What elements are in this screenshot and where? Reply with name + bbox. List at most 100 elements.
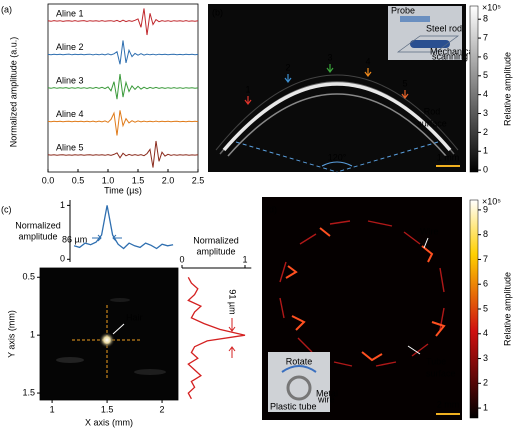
colorbar-tick-label: 8: [483, 14, 488, 24]
colorbar-tick-label: 5: [483, 70, 488, 80]
inset-label: Steel rod: [426, 23, 462, 33]
waveform: [47, 73, 199, 100]
profile-line: [187, 276, 246, 400]
colorbar: [469, 199, 479, 419]
probe-icon: [400, 16, 430, 22]
annotation: Wire: [420, 226, 439, 236]
colorbar-tick-label: 7: [483, 254, 488, 264]
x-tick-label: 0.5: [72, 175, 85, 185]
speckle: [134, 369, 166, 375]
rotate-arrow: [281, 365, 317, 373]
series-label: Aline 2: [56, 42, 84, 52]
x-tick-label: 0: [179, 254, 184, 264]
width-label: 86 µm: [62, 234, 87, 244]
inset: [388, 6, 462, 60]
colorbar-tick-label: 2: [483, 378, 488, 388]
tube-icon: [286, 375, 312, 401]
echo-ring: [227, 93, 447, 157]
colorbar-tick-label: 8: [483, 229, 488, 239]
pointer: [407, 345, 421, 355]
colorbar-tick-label: 9: [483, 204, 488, 214]
y-tick-label: 0.5: [22, 272, 35, 282]
x-tick-label: 1: [242, 254, 247, 264]
angle-label: 120°: [328, 152, 347, 162]
axis-label: Normalized: [193, 235, 239, 245]
x-tick-label: 0.0: [42, 175, 55, 185]
series-label: Aline 3: [56, 75, 84, 85]
waveform: [47, 40, 199, 65]
wire-echo: [285, 227, 446, 362]
inset-label: wire: [317, 394, 335, 404]
colorbar-tick-label: 3: [483, 108, 488, 118]
image-frame: [39, 267, 179, 401]
annotation: surface: [426, 368, 456, 378]
waveform: [47, 110, 199, 136]
x-axis-label: Time (µs): [104, 185, 142, 195]
marker-label: 2: [285, 62, 290, 72]
annotation: surface: [417, 118, 447, 128]
inset: [268, 352, 330, 412]
colorbar-tick-label: 2: [483, 127, 488, 137]
panel-label: (c): [1, 204, 12, 214]
speckle: [56, 357, 84, 363]
colorbar-tick-label: 1: [483, 402, 488, 412]
x-tick-label: 1.5: [132, 175, 145, 185]
y-tick-label: 0: [60, 254, 65, 264]
angle-line: [235, 141, 338, 173]
marker-label: 1: [245, 84, 250, 94]
width-label: 91 µm: [228, 289, 238, 314]
colorbar-tick-label: 7: [483, 32, 488, 42]
waveform: [47, 140, 199, 168]
width-arrows: [92, 234, 122, 242]
x-tick-label: 1.5: [101, 404, 114, 414]
profile-line: [73, 205, 174, 250]
panel-label: (b): [212, 7, 223, 17]
waveform: [47, 8, 199, 36]
pointer: [423, 237, 429, 249]
marker-label: 3: [327, 52, 332, 62]
x-tick-label: 1.0: [102, 175, 115, 185]
pointer: [112, 323, 125, 335]
x-tick-label: 1: [50, 404, 55, 414]
colorbar-tick-label: 4: [483, 89, 488, 99]
series-label: Aline 4: [56, 109, 84, 119]
colorbar: [469, 5, 479, 173]
colorbar-tick-label: 4: [483, 328, 488, 338]
panel-label: (a): [1, 4, 12, 14]
annotation: Tube: [426, 356, 446, 366]
y-tick-label: 1.5: [22, 387, 35, 397]
y-tick-label: 1: [60, 200, 65, 210]
colorbar-tick-label: 3: [483, 353, 488, 363]
axis-label: amplitude: [18, 231, 57, 241]
inset-label: Metal: [316, 388, 338, 398]
axis-label: amplitude: [196, 246, 235, 256]
annotation: Rod: [424, 106, 441, 116]
axis-label: Normalized: [15, 220, 61, 230]
inset-label: scanning: [432, 51, 468, 61]
rod-surface: [222, 82, 452, 152]
y-tick-label: 1: [30, 330, 35, 340]
colorbar-exponent: ×10⁵: [482, 2, 501, 12]
speckle: [110, 298, 130, 302]
marker-arrow: [364, 68, 372, 77]
stage-icon: [396, 35, 460, 53]
rod-icon: [410, 40, 450, 48]
inset-label: Rotate: [286, 356, 313, 366]
y-axis-label: Normalized amplitude (a.u.): [8, 37, 18, 148]
colorbar-tick-label: 1: [483, 146, 488, 156]
width-arrows: [228, 318, 236, 358]
wire-image: [262, 197, 462, 420]
echo-ring: [215, 74, 459, 151]
scale-label: 1 mm: [437, 152, 460, 162]
marker-arrow: [326, 64, 334, 73]
x-tick-label: 2.0: [162, 175, 175, 185]
x-tick-label: 2: [160, 404, 165, 414]
colorbar-tick-label: 5: [483, 303, 488, 313]
colorbar-tick-label: 0: [483, 164, 488, 174]
marker-label: 5: [402, 78, 407, 88]
panel-label: (d): [266, 204, 277, 214]
colorbar-label: Relative amplitude: [502, 52, 512, 126]
scale-label: 2 mm: [437, 399, 460, 409]
